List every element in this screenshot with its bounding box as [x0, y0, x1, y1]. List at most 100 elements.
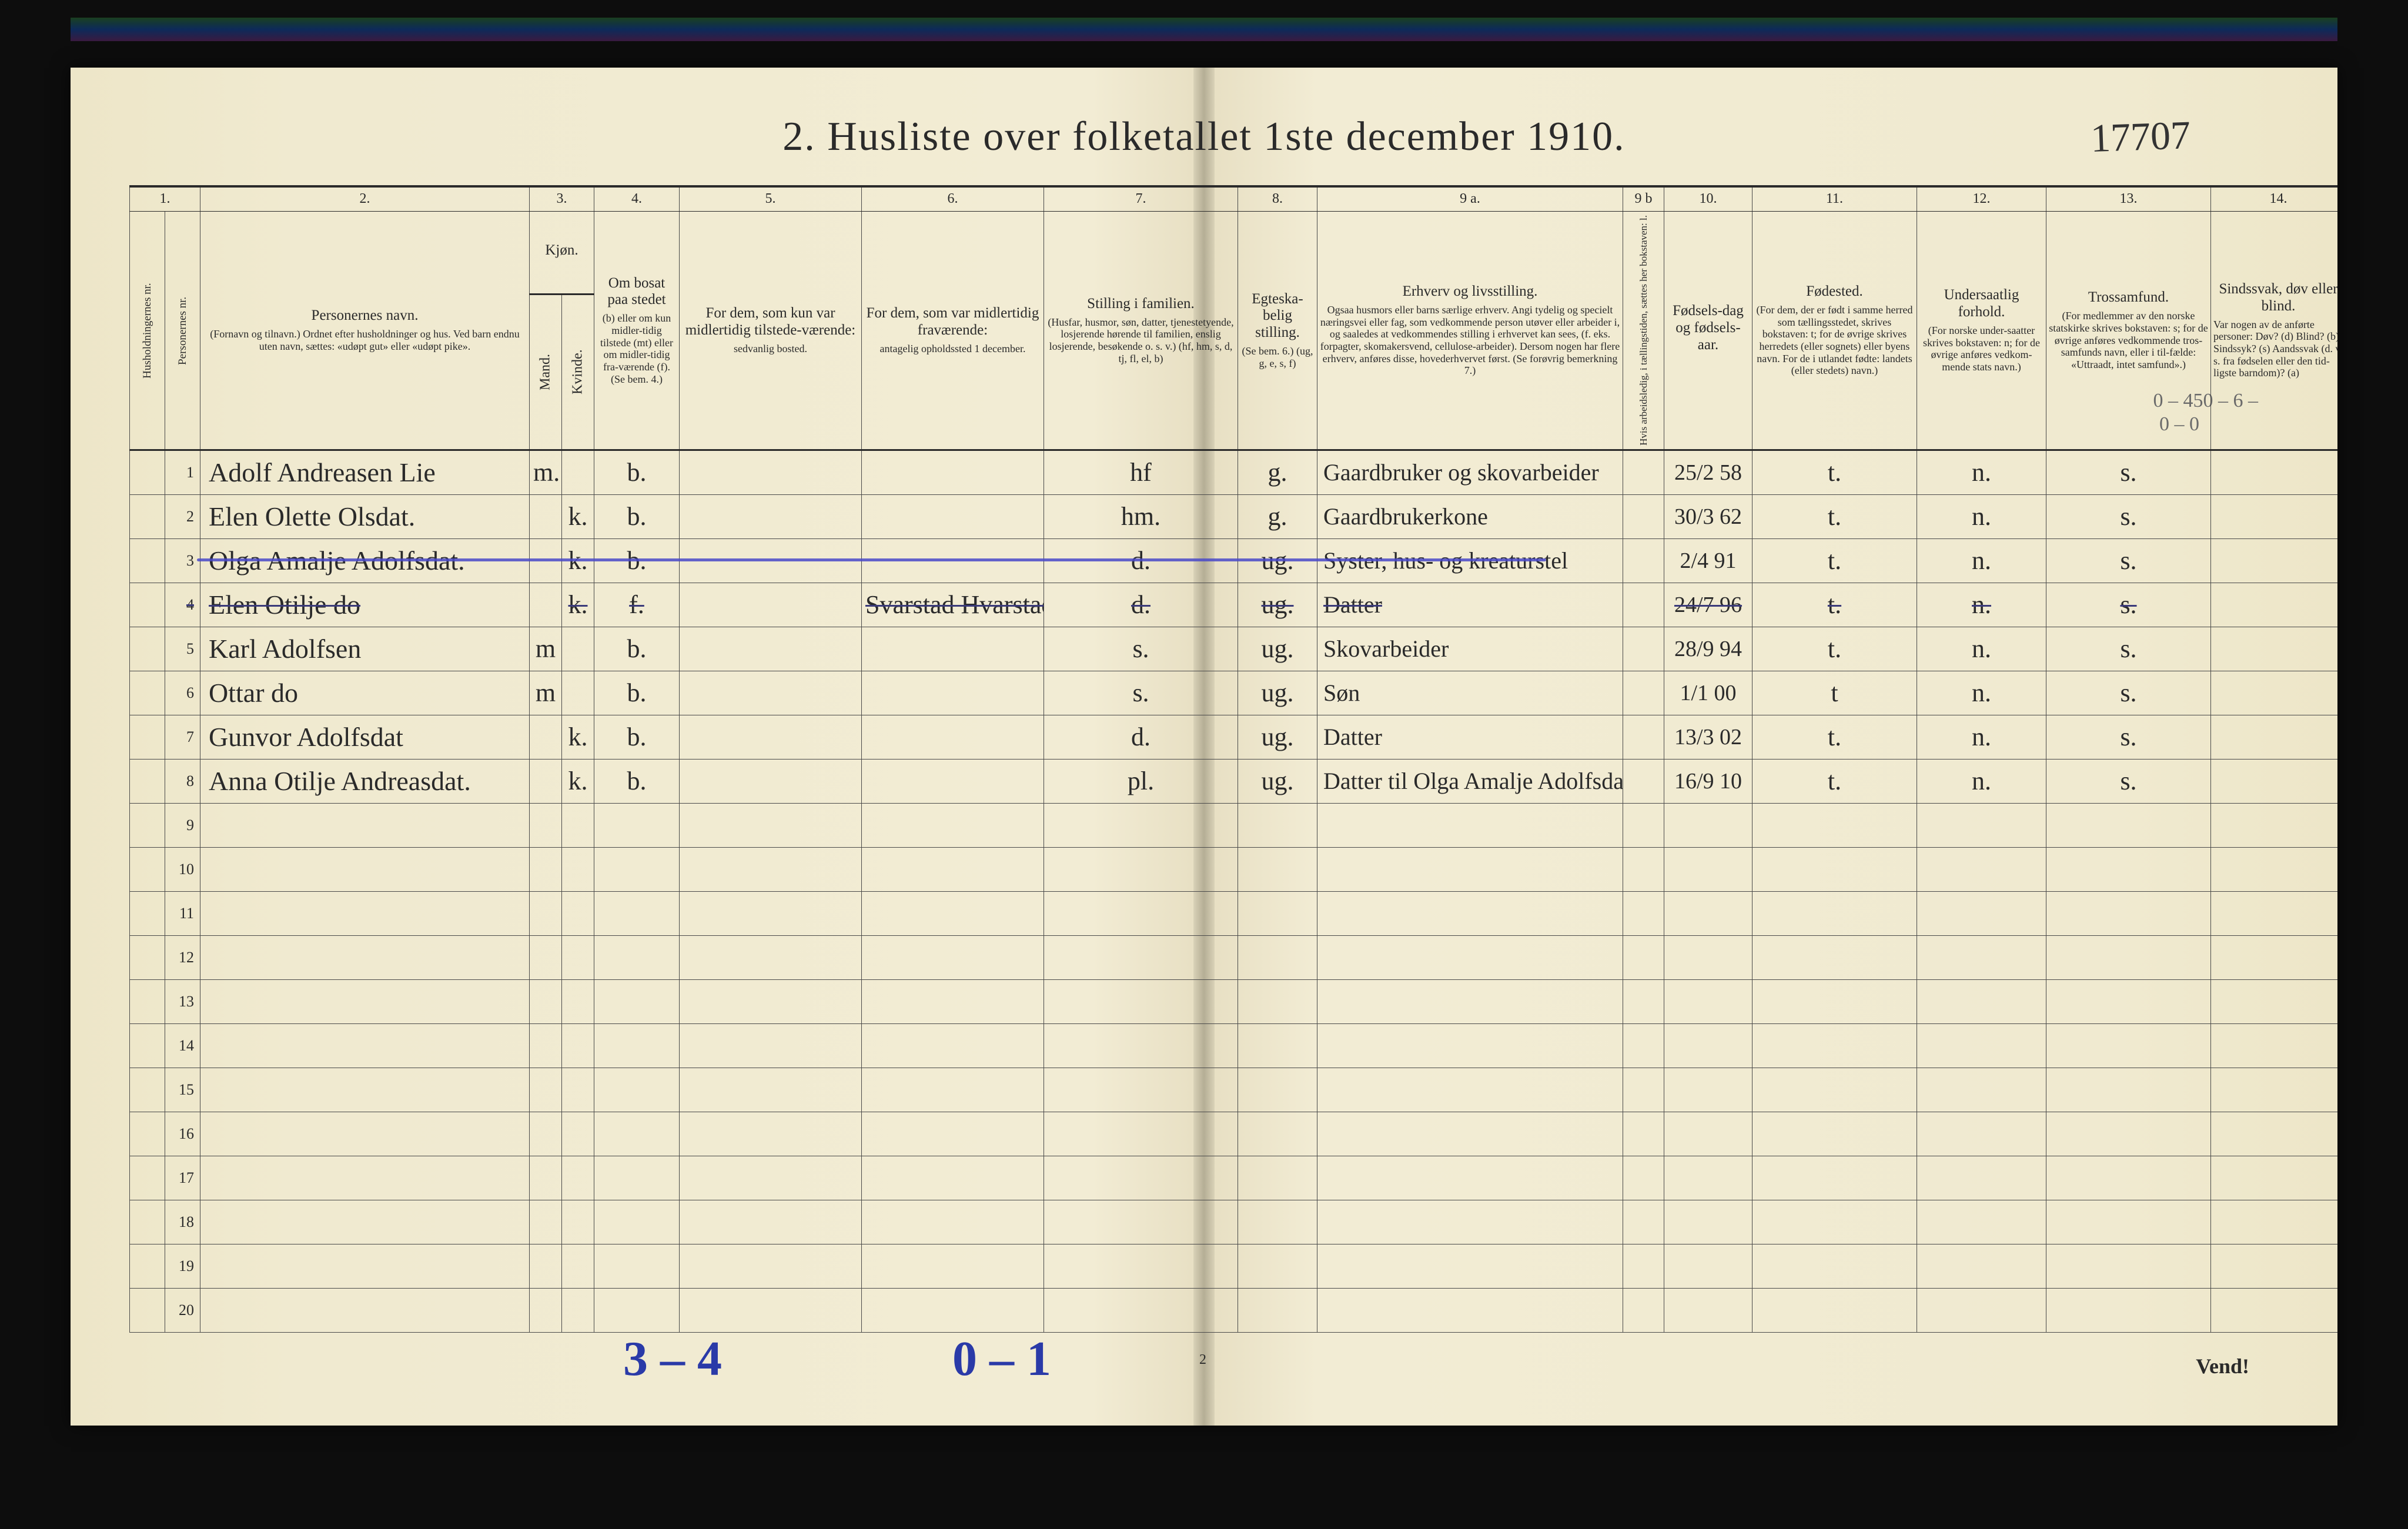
cell: [680, 979, 862, 1023]
cell: [1238, 1156, 1317, 1200]
cell: [130, 583, 165, 627]
hdr-away-h: For dem, som var midlertidig fraværende:: [864, 305, 1041, 339]
cell: [1238, 891, 1317, 935]
table-row: 5Karl Adolfsenmb.s.ug.Skovarbeider28/9 9…: [130, 627, 2338, 671]
cell: [594, 935, 680, 979]
cell: [1623, 494, 1664, 538]
cell: [1044, 1023, 1238, 1068]
table-row: 18: [130, 1200, 2338, 1244]
cell: t.: [1753, 538, 1917, 583]
cell: 8: [165, 759, 200, 803]
cell: Søn: [1317, 671, 1623, 715]
cell: 2/4 91: [1664, 538, 1753, 583]
cell: [200, 803, 530, 847]
cell: [1623, 1068, 1664, 1112]
cell: Gaardbrukerkone: [1317, 494, 1623, 538]
cell: [1753, 979, 1917, 1023]
cell: [1317, 979, 1623, 1023]
hdr-away-s: antagelig opholdssted 1 december.: [864, 343, 1041, 355]
cell: pl.: [1044, 759, 1238, 803]
cell: 11: [165, 891, 200, 935]
cell: [1753, 847, 1917, 891]
cell: [862, 759, 1044, 803]
table-row: 10: [130, 847, 2338, 891]
cell: 16/9 10: [1664, 759, 1753, 803]
cell: [1664, 847, 1753, 891]
cell: Datter: [1317, 715, 1623, 759]
colnum-8: 8.: [1238, 186, 1317, 211]
cell: [594, 1200, 680, 1244]
hdr-bpl-s: (For dem, der er født i samme herred som…: [1755, 304, 1914, 377]
cell: [1238, 847, 1317, 891]
cell: Elen Otilje do: [200, 583, 530, 627]
cell: [130, 450, 165, 494]
table-row: 7Gunvor Adolfsdatk.b.d.ug.Datter13/3 02t…: [130, 715, 2338, 759]
cell: [1044, 1244, 1238, 1288]
cell: [1317, 1112, 1623, 1156]
cell: [594, 1023, 680, 1068]
hdr-nationality: Undersaatlig forhold. (For norske under-…: [1917, 211, 2046, 450]
cell: [680, 627, 862, 671]
cell: [2046, 1068, 2211, 1112]
cell: 28/9 94: [1664, 627, 1753, 671]
hdr-residence: Om bosat paa stedet (b) eller om kun mid…: [594, 211, 680, 450]
cell: [862, 1156, 1044, 1200]
colnum-1: 1.: [130, 186, 200, 211]
cell: [680, 671, 862, 715]
cell: [1238, 1288, 1317, 1332]
cell: [530, 847, 562, 891]
cell: [1917, 1200, 2046, 1244]
cell: [1917, 1288, 2046, 1332]
cell: [200, 1068, 530, 1112]
cell: [200, 1156, 530, 1200]
cell: m: [530, 671, 562, 715]
cell: n.: [1917, 494, 2046, 538]
cell: [1317, 891, 1623, 935]
colnum-13: 13.: [2046, 186, 2211, 211]
cell: n.: [1917, 583, 2046, 627]
cell: [1044, 935, 1238, 979]
cell: [1664, 1023, 1753, 1068]
cell: t.: [1753, 715, 1917, 759]
cell: [862, 803, 1044, 847]
hdr-temp-absent: For dem, som var midlertidig fraværende:…: [862, 211, 1044, 450]
cell: [530, 935, 562, 979]
cell: [2211, 1244, 2338, 1288]
table-row: 20: [130, 1288, 2338, 1332]
table-row: 8Anna Otilje Andreasdat.k.b.pl.ug.Datter…: [130, 759, 2338, 803]
cell: 13: [165, 979, 200, 1023]
cell: [2211, 803, 2338, 847]
handwritten-ref-number: 17707: [2090, 112, 2192, 162]
cell: [200, 1244, 530, 1288]
cell: [530, 979, 562, 1023]
cell: [1753, 1200, 1917, 1244]
cell: [1317, 1200, 1623, 1244]
cell: [1317, 1244, 1623, 1288]
cell: [1238, 1068, 1317, 1112]
cell: [1238, 1112, 1317, 1156]
hdr-mar-s: (Se bem. 6.) (ug, g, e, s, f): [1240, 345, 1315, 369]
hdr-dob-h: Fødsels-dag og fødsels-aar.: [1667, 303, 1750, 353]
cell: [562, 891, 594, 935]
colnum-5: 5.: [680, 186, 862, 211]
table-row: 16: [130, 1112, 2338, 1156]
cell: s.: [2046, 583, 2211, 627]
cell: [680, 1244, 862, 1288]
cell: [862, 450, 1044, 494]
hdr-sex-m: Mand.: [530, 294, 562, 450]
colnum-11: 11.: [1753, 186, 1917, 211]
cell: [130, 1288, 165, 1332]
cell: [1753, 935, 1917, 979]
cell: [530, 1288, 562, 1332]
cell: [1623, 627, 1664, 671]
cell: [594, 891, 680, 935]
table-row: 14: [130, 1023, 2338, 1068]
cell: [130, 759, 165, 803]
cell: [2211, 759, 2338, 803]
cell: Ottar do: [200, 671, 530, 715]
colnum-12: 12.: [1917, 186, 2046, 211]
cell: ug.: [1238, 627, 1317, 671]
cell: g.: [1238, 450, 1317, 494]
cell: [862, 847, 1044, 891]
cell: [2211, 891, 2338, 935]
